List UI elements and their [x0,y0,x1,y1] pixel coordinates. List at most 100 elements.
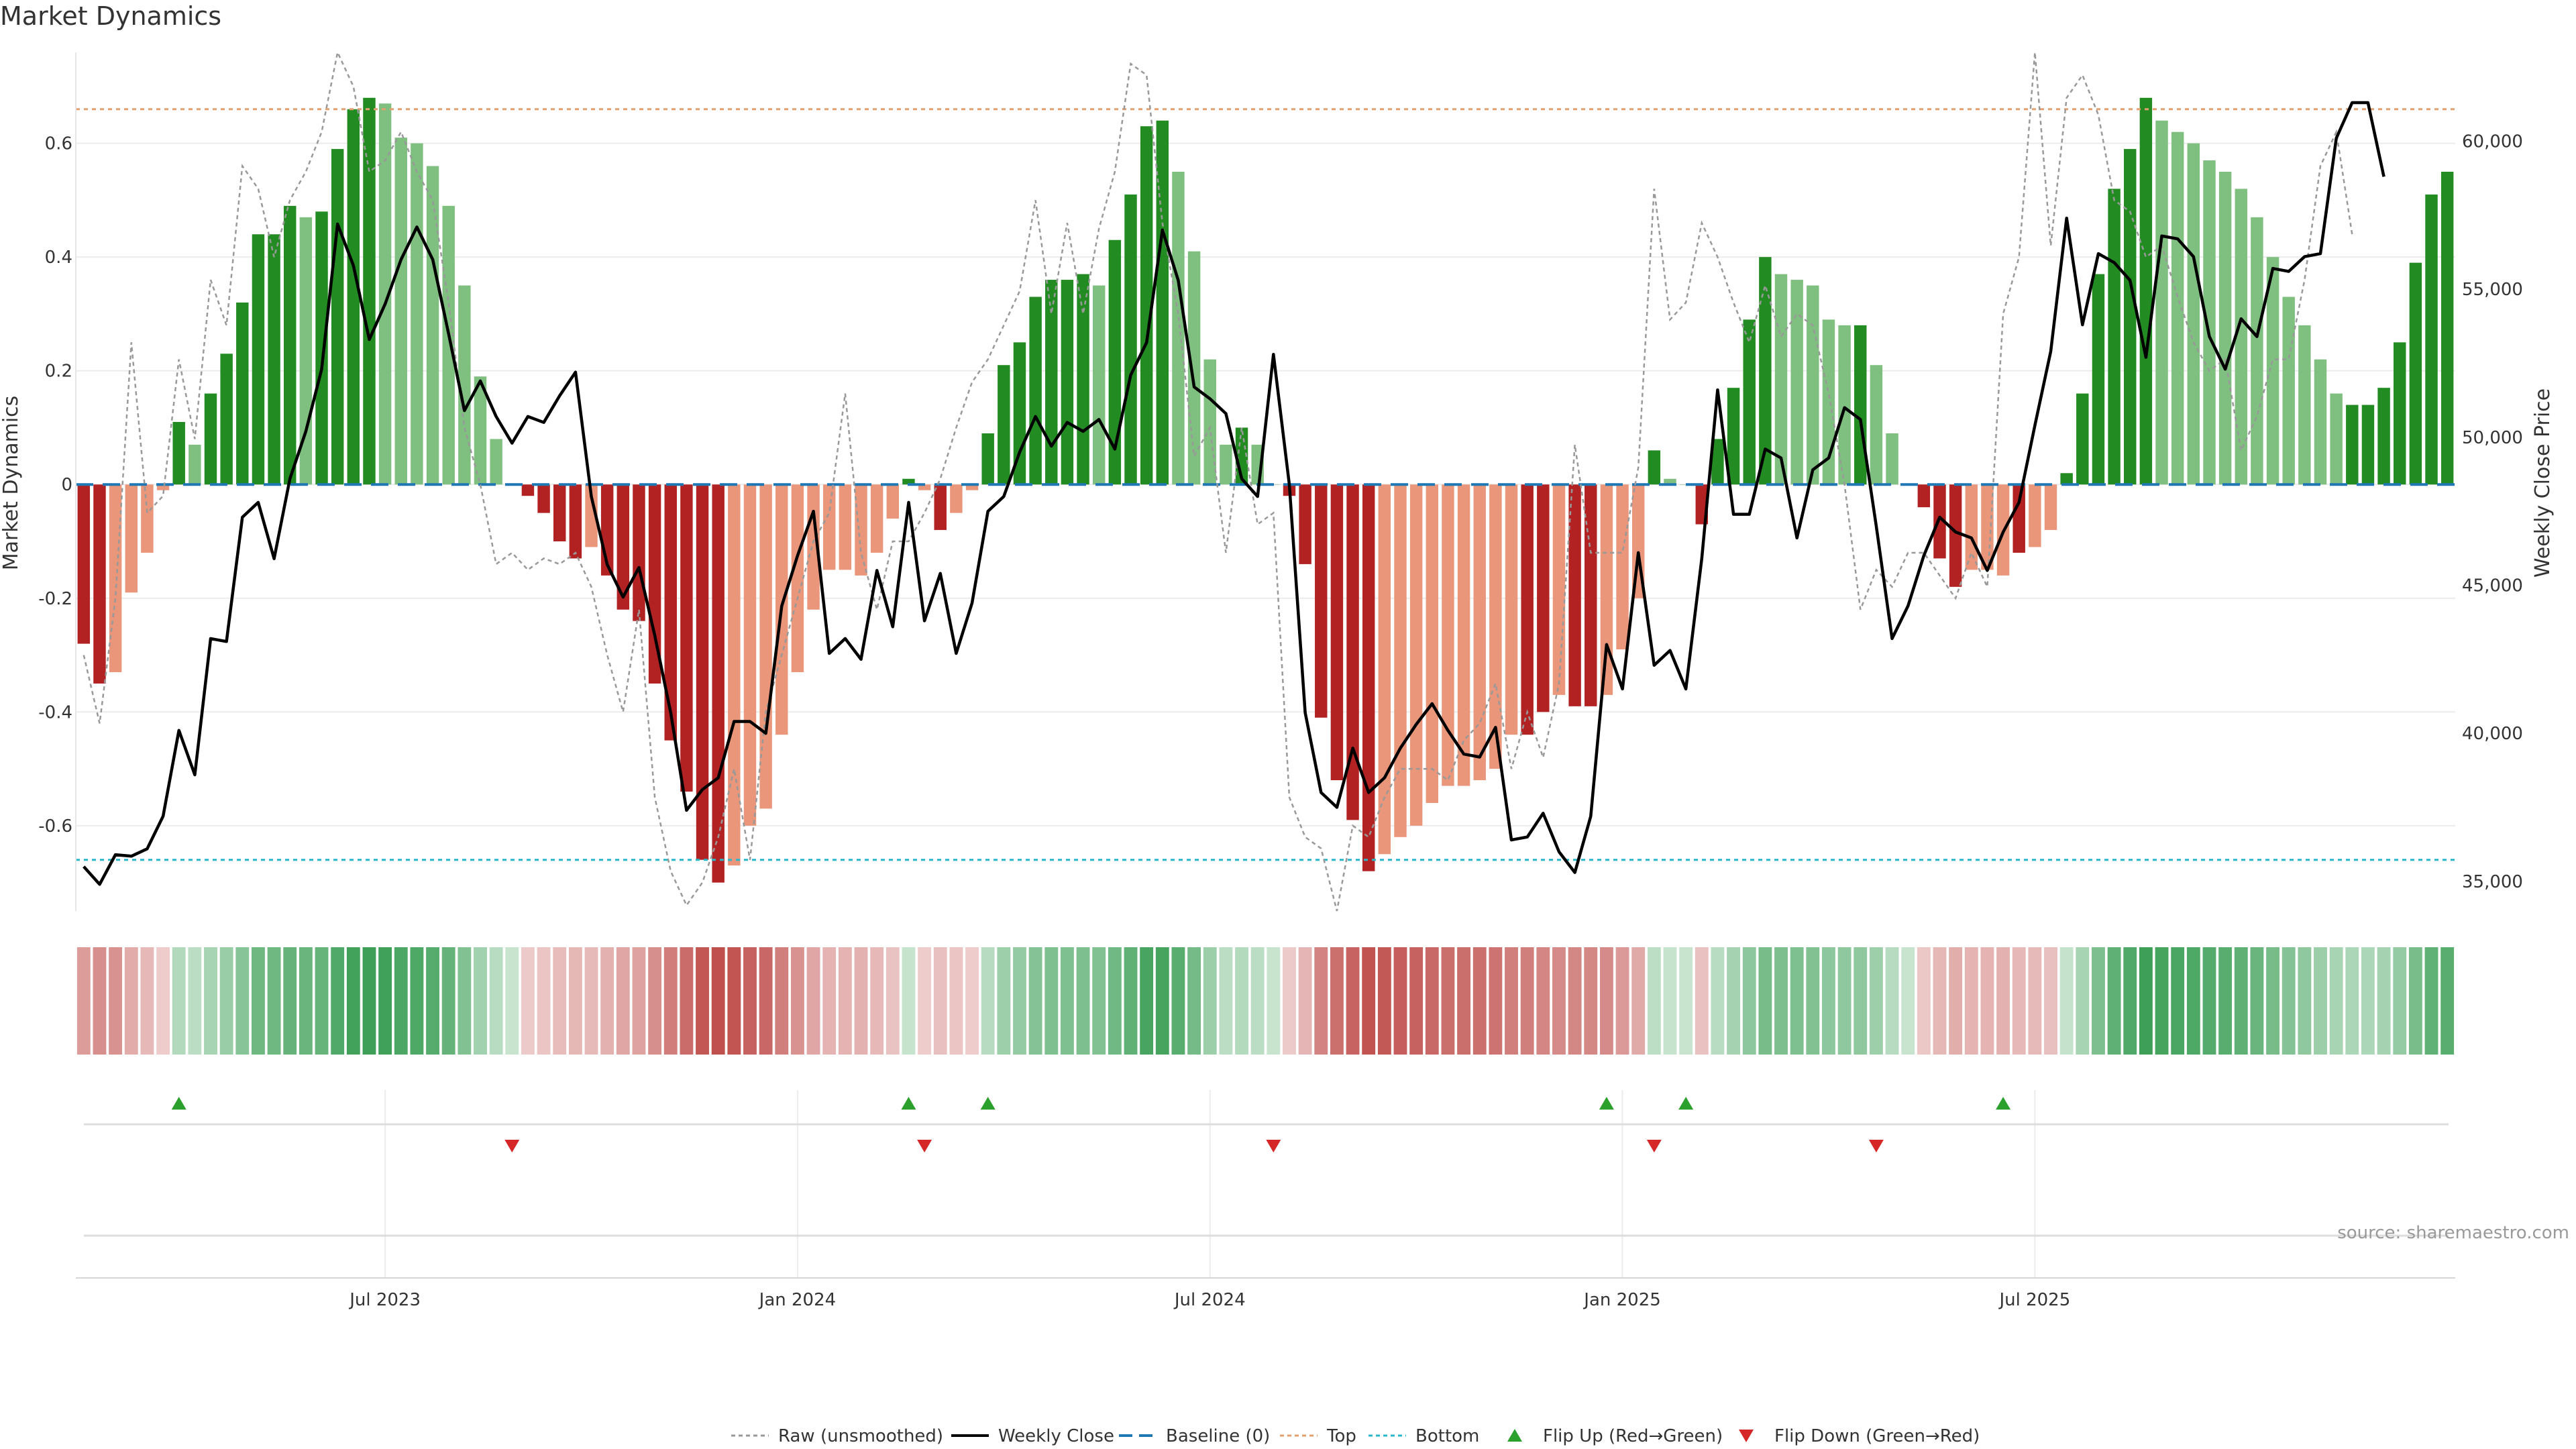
heat-cell-60 [1028,947,1042,1055]
heat-cell-127 [2092,947,2105,1055]
bar-72 [1220,444,1232,485]
bar-144 [2361,405,2375,485]
heat-cell-118 [1949,947,1963,1055]
bar-9 [220,354,233,485]
heat-cell-53 [918,947,932,1055]
left-tick-label-1: 0.4 [45,248,72,268]
heat-cell-96 [1599,947,1613,1055]
heat-cell-87 [1457,947,1471,1055]
heat-cell-50 [870,947,884,1055]
bar-100 [1664,478,1676,485]
heat-cell-86 [1441,947,1455,1055]
heat-cell-48 [838,947,852,1055]
bar-25 [474,376,487,485]
heat-cell-99 [1647,947,1661,1055]
heat-cell-57 [981,947,995,1055]
heat-cell-40 [711,947,725,1055]
bar-93 [1552,484,1566,695]
heat-cell-78 [1314,947,1328,1055]
heat-cell-76 [1283,947,1296,1055]
bar-55 [950,484,963,513]
bar-95 [1585,484,1597,706]
heat-cell-89 [1489,947,1503,1055]
left-tick-label-6: -0.6 [38,816,72,837]
bar-66 [1124,194,1137,485]
heat-cell-90 [1505,947,1518,1055]
bar-85 [1426,484,1439,803]
heat-cell-123 [2028,947,2042,1055]
bar-11 [252,234,265,485]
bar-96 [1600,484,1613,695]
heat-cell-132 [2171,947,2185,1055]
heat-cell-15 [315,947,329,1055]
threshold-lines [76,108,2455,861]
heat-cell-58 [997,947,1011,1055]
x-tick-label-1: Jan 2024 [758,1290,837,1310]
x-tick-label-4: Jul 2025 [1998,1290,2070,1310]
bar-62 [1061,280,1074,485]
bar-108 [1790,280,1803,485]
bar-64 [1092,285,1106,485]
right-tick-label-5: 35,000 [2462,872,2523,892]
heat-cell-128 [2107,947,2121,1055]
heat-cell-138 [2266,947,2279,1055]
bar-53 [918,484,931,490]
bar-54 [934,484,947,531]
bar-106 [1759,257,1772,485]
flip-down-marker-4 [1868,1140,1884,1152]
heat-cell-133 [2186,947,2200,1055]
bar-63 [1077,274,1089,485]
heat-cell-12 [267,947,281,1055]
bar-105 [1743,319,1756,485]
bar-5 [156,484,170,490]
legend-entry-2: Baseline (0) [1119,1426,1270,1446]
bar-67 [1140,126,1153,485]
legend-entry-1: Weekly Close [951,1426,1114,1446]
legend-swatch-6 [1739,1430,1754,1442]
source-note: source: sharemaestro.com [2337,1223,2569,1243]
heat-cell-59 [1013,947,1026,1055]
heat-cell-26 [489,947,503,1055]
heat-cell-7 [188,947,202,1055]
legend-swatch-5 [1507,1429,1522,1442]
bar-107 [1774,274,1788,485]
bar-139 [2282,297,2295,485]
bar-79 [1330,484,1344,781]
heat-cell-143 [2345,947,2359,1055]
bar-3 [125,484,138,593]
heat-cell-113 [1869,947,1883,1055]
heat-cell-23 [441,947,455,1055]
weekly-close-line [83,101,2385,886]
heat-cell-120 [1980,947,1994,1055]
bar-57 [981,433,994,485]
heat-cell-114 [1885,947,1899,1055]
bar-143 [2346,405,2359,485]
heat-cell-136 [2234,947,2248,1055]
heat-cell-111 [1837,947,1851,1055]
right-tick-label-1: 55,000 [2462,280,2523,300]
heat-cell-124 [2044,947,2057,1055]
heat-cell-104 [1727,947,1741,1055]
flip-down-marker-3 [1646,1140,1662,1152]
bar-90 [1505,484,1518,735]
heat-cell-4 [140,947,154,1055]
bar-60 [1029,297,1042,485]
left-tick-label-4: -0.2 [38,589,72,609]
heat-cell-75 [1267,947,1281,1055]
heat-cell-91 [1520,947,1534,1055]
bar-123 [2029,484,2041,547]
heat-cell-56 [965,947,979,1055]
heat-cell-42 [743,947,757,1055]
bar-136 [2235,189,2247,485]
grid-lines [76,142,2455,1278]
heat-cell-126 [2076,947,2090,1055]
heat-cell-30 [553,947,567,1055]
heat-cell-55 [949,947,963,1055]
heat-cell-108 [1790,947,1804,1055]
bar-12 [268,234,280,485]
heat-cell-100 [1663,947,1677,1055]
heat-cell-105 [1742,947,1756,1055]
heat-cell-11 [252,947,265,1055]
heat-cell-71 [1203,947,1217,1055]
bar-148 [2425,194,2438,485]
